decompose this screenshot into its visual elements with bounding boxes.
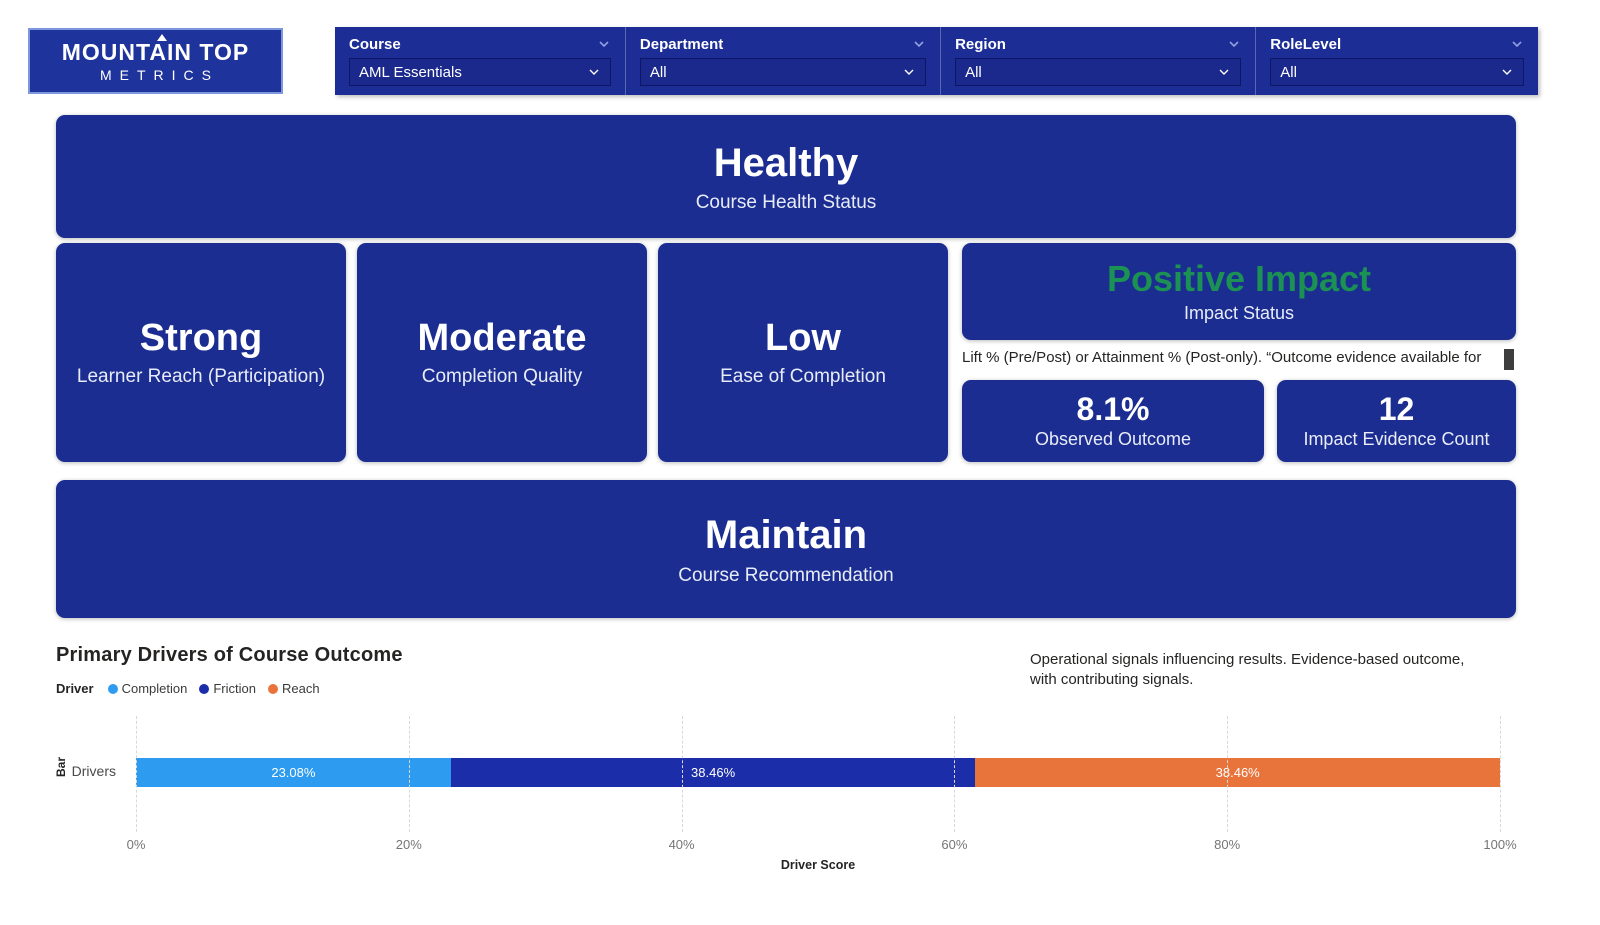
card-impact-status: Positive Impact Impact Status xyxy=(962,243,1516,340)
bar-segment-reach[interactable]: 38.46% xyxy=(975,758,1500,787)
filter-department-dropdown[interactable]: All xyxy=(639,58,927,86)
completion-quality-label: Completion Quality xyxy=(421,366,583,387)
filter-course-label: Course xyxy=(349,35,401,53)
x-axis-tick-label: 60% xyxy=(941,837,968,852)
impact-evidence-value: 12 xyxy=(1378,391,1415,427)
legend-item-completion[interactable]: Completion xyxy=(107,681,188,696)
learner-reach-label: Learner Reach (Participation) xyxy=(76,366,326,387)
chart-legend: Driver Completion Friction Reach xyxy=(56,681,332,696)
x-axis-ticks: 0% 20% 40% 60% 80% 100% xyxy=(127,837,1517,855)
legend-dot-icon xyxy=(199,683,210,694)
legend-dot-icon xyxy=(107,683,118,694)
card-impact-evidence-count: 12 Impact Evidence Count xyxy=(1277,380,1516,462)
chevron-down-icon xyxy=(587,65,601,79)
impact-evidence-label: Impact Evidence Count xyxy=(1303,429,1490,449)
filter-course-dropdown[interactable]: AML Essentials xyxy=(349,58,611,86)
card-completion-quality: Moderate Completion Quality xyxy=(357,243,647,462)
observed-outcome-label: Observed Outcome xyxy=(1034,429,1192,449)
card-observed-outcome: 8.1% Observed Outcome xyxy=(962,380,1264,462)
filter-rolelevel: RoleLevel All xyxy=(1255,27,1538,95)
stacked-bar: 23.08% 38.46% 38.46% xyxy=(136,758,1500,787)
learner-reach-value: Strong xyxy=(139,317,263,359)
gridline xyxy=(136,716,137,832)
chart-title: Primary Drivers of Course Outcome xyxy=(56,644,403,666)
brand-name: MOUNTAIN TOP xyxy=(61,33,250,65)
completion-quality-value: Moderate xyxy=(417,317,587,359)
x-axis-tick-label: 40% xyxy=(668,837,695,852)
scrollbar-thumb[interactable] xyxy=(1504,349,1514,370)
chart-note-line2: with contributing signals. xyxy=(1030,671,1194,688)
legend-item-friction[interactable]: Friction xyxy=(199,681,256,696)
chevron-down-icon[interactable] xyxy=(912,37,926,51)
gridline xyxy=(1227,716,1229,832)
legend-dot-icon xyxy=(267,683,278,694)
legend-title: Driver xyxy=(56,681,94,696)
x-axis-tick-label: 20% xyxy=(395,837,422,852)
chevron-down-icon xyxy=(1500,65,1514,79)
course-health-label: Course Health Status xyxy=(695,191,877,213)
legend-label: Friction xyxy=(213,681,256,696)
legend-label: Reach xyxy=(281,681,320,696)
filter-department: Department All xyxy=(624,27,940,95)
card-course-recommendation: Maintain Course Recommendation xyxy=(56,480,1516,618)
brand-logo: MOUNTAIN TOP METRICS xyxy=(28,28,283,94)
filter-rolelevel-value: All xyxy=(1280,63,1297,81)
gridline xyxy=(408,716,410,832)
filter-region-label: Region xyxy=(955,35,1006,53)
recommendation-value: Maintain xyxy=(704,512,868,557)
y-axis-category-label: Drivers xyxy=(71,763,116,779)
filter-region-value: All xyxy=(965,63,982,81)
x-axis-title: Driver Score xyxy=(780,858,856,872)
filter-bar: Course AML Essentials Department All Reg… xyxy=(335,27,1538,95)
observed-outcome-value: 8.1% xyxy=(1076,391,1150,427)
x-axis-tick-label: 0% xyxy=(126,837,146,852)
filter-region: Region All xyxy=(940,27,1255,95)
filter-course-value: AML Essentials xyxy=(359,63,462,81)
legend-item-reach[interactable]: Reach xyxy=(267,681,320,696)
ease-of-completion-value: Low xyxy=(765,317,841,359)
chevron-down-icon xyxy=(902,65,916,79)
bar-segment-friction[interactable]: 38.46% xyxy=(450,758,976,787)
card-learner-reach: Strong Learner Reach (Participation) xyxy=(56,243,346,462)
filter-department-label: Department xyxy=(639,35,724,53)
gridline xyxy=(1500,716,1501,832)
chevron-down-icon[interactable] xyxy=(1227,37,1241,51)
x-axis-tick-label: 100% xyxy=(1483,837,1517,852)
impact-status-label: Impact Status xyxy=(1183,302,1295,323)
chart-note: Operational signals influencing results.… xyxy=(1030,650,1500,690)
filter-rolelevel-label: RoleLevel xyxy=(1270,35,1342,53)
brand-name-text: MOUNTAIN TOP xyxy=(61,38,250,65)
filter-department-value: All xyxy=(649,63,667,81)
recommendation-label: Course Recommendation xyxy=(678,564,894,586)
chevron-down-icon[interactable] xyxy=(1510,37,1524,51)
chevron-down-icon xyxy=(1217,65,1231,79)
impact-note-content: Lift % (Pre/Post) or Attainment % (Post-… xyxy=(962,349,1482,366)
bar-chart-plot-area: 23.08% 38.46% 38.46% xyxy=(136,716,1501,832)
up-arrow-icon xyxy=(157,33,168,41)
ease-of-completion-label: Ease of Completion xyxy=(720,366,886,387)
card-ease-of-completion: Low Ease of Completion xyxy=(658,243,948,462)
chevron-down-icon[interactable] xyxy=(597,37,611,51)
gridline xyxy=(954,716,956,832)
filter-region-dropdown[interactable]: All xyxy=(955,58,1242,86)
filter-rolelevel-dropdown[interactable]: All xyxy=(1270,58,1524,86)
bar-segment-completion[interactable]: 23.08% xyxy=(136,758,451,787)
brand-subtitle: METRICS xyxy=(100,66,219,83)
impact-note-text: Lift % (Pre/Post) or Attainment % (Post-… xyxy=(962,349,1516,371)
card-course-health: Healthy Course Health Status xyxy=(56,115,1516,238)
legend-label: Completion xyxy=(121,681,188,696)
filter-course: Course AML Essentials xyxy=(335,27,625,95)
chart-note-line1: Operational signals influencing results.… xyxy=(1030,651,1465,668)
course-health-value: Healthy xyxy=(713,140,859,185)
x-axis-tick-label: 80% xyxy=(1214,837,1241,852)
gridline xyxy=(681,716,683,832)
impact-status-value: Positive Impact xyxy=(1106,257,1372,299)
